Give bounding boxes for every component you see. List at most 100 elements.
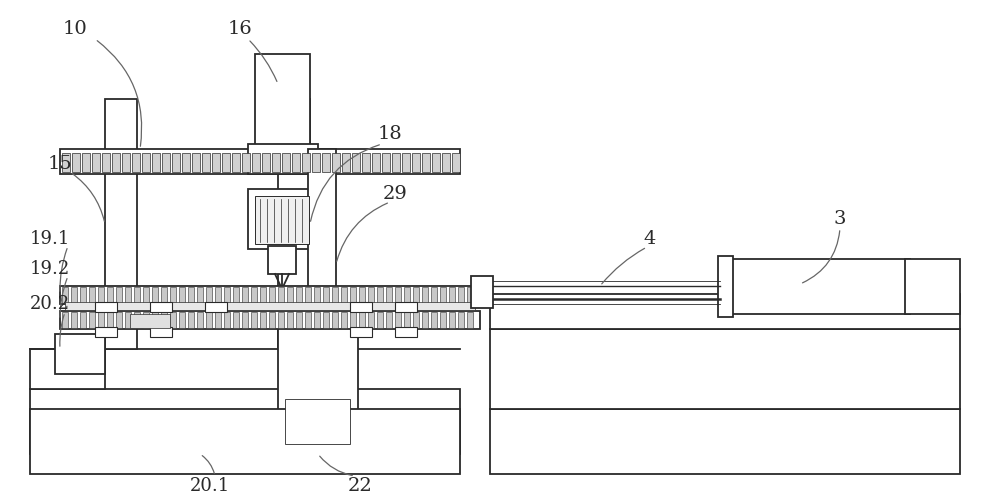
Bar <box>215 312 221 328</box>
Bar <box>449 287 455 303</box>
Bar <box>413 312 419 328</box>
Bar <box>172 153 180 172</box>
Bar <box>143 312 149 328</box>
Bar <box>152 312 158 328</box>
Bar <box>95 327 117 337</box>
Bar <box>143 287 149 303</box>
Bar <box>278 312 284 328</box>
Bar <box>65 302 475 310</box>
Bar <box>350 302 372 312</box>
Bar <box>205 302 227 312</box>
Bar <box>98 312 104 328</box>
Bar <box>170 312 176 328</box>
Bar <box>179 287 185 303</box>
Bar <box>404 312 410 328</box>
Text: 18: 18 <box>378 125 402 143</box>
Bar <box>490 329 960 409</box>
Bar <box>116 312 122 328</box>
Bar <box>342 153 350 172</box>
Bar <box>89 312 95 328</box>
Bar <box>232 153 240 172</box>
Text: 29: 29 <box>383 185 407 203</box>
Bar <box>452 153 460 172</box>
Bar <box>206 312 212 328</box>
Bar <box>122 153 130 172</box>
Bar <box>440 287 446 303</box>
Bar <box>255 196 309 244</box>
Bar <box>322 153 330 172</box>
Bar <box>134 287 140 303</box>
Bar <box>71 312 77 328</box>
Bar <box>467 287 473 303</box>
Bar <box>242 153 250 172</box>
Bar <box>440 312 446 328</box>
Bar <box>107 312 113 328</box>
Bar <box>262 153 270 172</box>
Bar <box>170 287 176 303</box>
Bar <box>490 409 960 474</box>
Text: 20.1: 20.1 <box>190 477 230 495</box>
Bar <box>312 153 320 172</box>
Bar <box>272 153 280 172</box>
Bar <box>490 294 960 329</box>
Bar <box>224 312 230 328</box>
Bar <box>150 327 172 337</box>
Bar <box>152 153 160 172</box>
Bar <box>305 312 311 328</box>
Bar <box>432 153 440 172</box>
Bar <box>130 314 170 328</box>
Bar <box>89 287 95 303</box>
Bar <box>392 153 400 172</box>
Bar <box>305 287 311 303</box>
Bar <box>107 287 113 303</box>
Bar <box>98 287 104 303</box>
Bar <box>431 287 437 303</box>
Bar <box>242 312 248 328</box>
Bar <box>55 334 105 374</box>
Bar <box>92 153 100 172</box>
Bar <box>222 153 230 172</box>
Bar <box>332 153 340 172</box>
Bar <box>458 287 464 303</box>
Bar <box>341 287 347 303</box>
Bar <box>431 312 437 328</box>
Text: 16: 16 <box>228 20 252 38</box>
Bar <box>80 287 86 303</box>
Bar <box>314 287 320 303</box>
Bar <box>278 299 358 454</box>
Bar <box>192 153 200 172</box>
Bar <box>471 276 493 308</box>
Bar <box>362 153 370 172</box>
Bar <box>105 99 137 349</box>
Bar <box>71 287 77 303</box>
Bar <box>292 153 300 172</box>
Bar <box>377 287 383 303</box>
Bar <box>60 286 480 304</box>
Bar <box>202 153 210 172</box>
Bar <box>278 287 284 303</box>
Bar <box>162 153 170 172</box>
Bar <box>248 189 316 249</box>
Bar <box>62 287 68 303</box>
Text: 10: 10 <box>63 20 87 38</box>
Bar <box>233 312 239 328</box>
Bar <box>359 287 365 303</box>
Bar <box>197 287 203 303</box>
Bar <box>30 409 460 474</box>
Bar <box>368 287 374 303</box>
Bar <box>242 287 248 303</box>
Bar <box>60 311 480 329</box>
Bar <box>161 287 167 303</box>
Bar <box>132 153 140 172</box>
Bar <box>395 327 417 337</box>
Bar <box>308 149 336 349</box>
Bar <box>382 153 390 172</box>
Bar <box>422 287 428 303</box>
Bar <box>404 287 410 303</box>
Text: 15: 15 <box>48 155 72 173</box>
Bar <box>287 312 293 328</box>
Bar <box>112 153 120 172</box>
Bar <box>95 302 117 312</box>
Bar <box>350 287 356 303</box>
Bar <box>260 312 266 328</box>
